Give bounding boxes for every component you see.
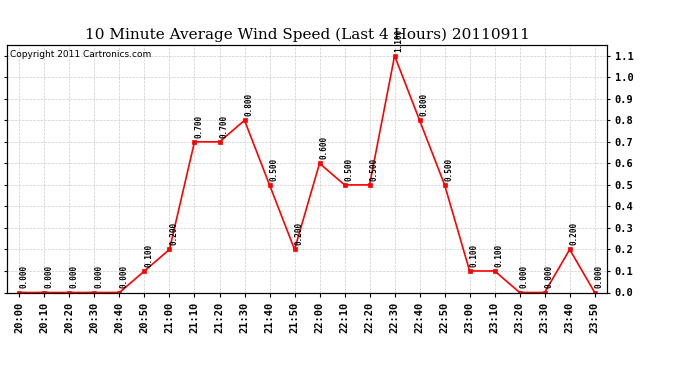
Text: 0.100: 0.100 bbox=[494, 244, 503, 267]
Text: 0.500: 0.500 bbox=[344, 158, 353, 181]
Text: 0.200: 0.200 bbox=[569, 222, 578, 245]
Text: 0.500: 0.500 bbox=[269, 158, 278, 181]
Text: 0.000: 0.000 bbox=[544, 265, 553, 288]
Title: 10 Minute Average Wind Speed (Last 4 Hours) 20110911: 10 Minute Average Wind Speed (Last 4 Hou… bbox=[85, 28, 529, 42]
Text: 0.800: 0.800 bbox=[244, 93, 253, 116]
Text: 0.100: 0.100 bbox=[469, 244, 478, 267]
Text: 0.000: 0.000 bbox=[69, 265, 78, 288]
Text: 0.100: 0.100 bbox=[144, 244, 153, 267]
Text: 0.700: 0.700 bbox=[219, 114, 228, 138]
Text: 0.700: 0.700 bbox=[194, 114, 203, 138]
Text: 0.000: 0.000 bbox=[94, 265, 103, 288]
Text: 0.500: 0.500 bbox=[444, 158, 453, 181]
Text: 0.500: 0.500 bbox=[369, 158, 378, 181]
Text: 0.000: 0.000 bbox=[44, 265, 53, 288]
Text: Copyright 2011 Cartronics.com: Copyright 2011 Cartronics.com bbox=[10, 50, 151, 59]
Text: 0.000: 0.000 bbox=[594, 265, 603, 288]
Text: 0.800: 0.800 bbox=[420, 93, 428, 116]
Text: 0.200: 0.200 bbox=[294, 222, 303, 245]
Text: 0.600: 0.600 bbox=[319, 136, 328, 159]
Text: 0.000: 0.000 bbox=[119, 265, 128, 288]
Text: 1.100: 1.100 bbox=[394, 28, 403, 52]
Text: 0.000: 0.000 bbox=[520, 265, 529, 288]
Text: 0.000: 0.000 bbox=[19, 265, 28, 288]
Text: 0.200: 0.200 bbox=[169, 222, 178, 245]
